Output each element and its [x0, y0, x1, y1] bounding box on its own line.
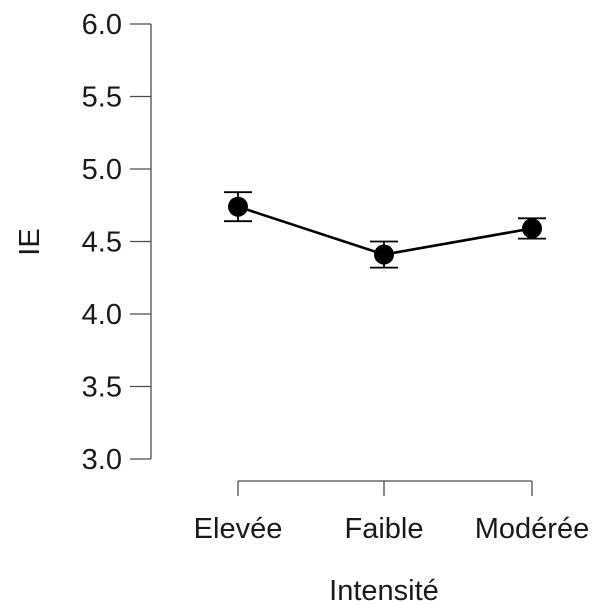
y-axis: 3.0 3.5 4.0 4.5 5.0 5.5 6.0 — [82, 9, 152, 476]
y-tick-label: 6.0 — [82, 9, 122, 41]
y-tick-label: 5.0 — [82, 154, 122, 186]
data-point — [374, 244, 394, 265]
y-tick-label: 4.0 — [82, 299, 122, 331]
x-axis: Elevée Faible Modérée — [194, 480, 589, 545]
x-tick-label: Elevée — [194, 513, 283, 545]
x-tick-label: Faible — [345, 513, 424, 545]
y-tick-label: 5.5 — [82, 82, 122, 114]
y-tick-label: 3.5 — [82, 372, 122, 404]
y-tick-label: 4.5 — [82, 227, 122, 259]
y-axis-title: IE — [14, 228, 46, 255]
x-tick-label: Modérée — [475, 513, 589, 545]
y-tick-label: 3.0 — [82, 444, 122, 476]
data-point — [522, 218, 542, 239]
data-point — [228, 196, 248, 217]
x-axis-title: Intensité — [329, 575, 439, 605]
plot-area — [224, 191, 546, 269]
